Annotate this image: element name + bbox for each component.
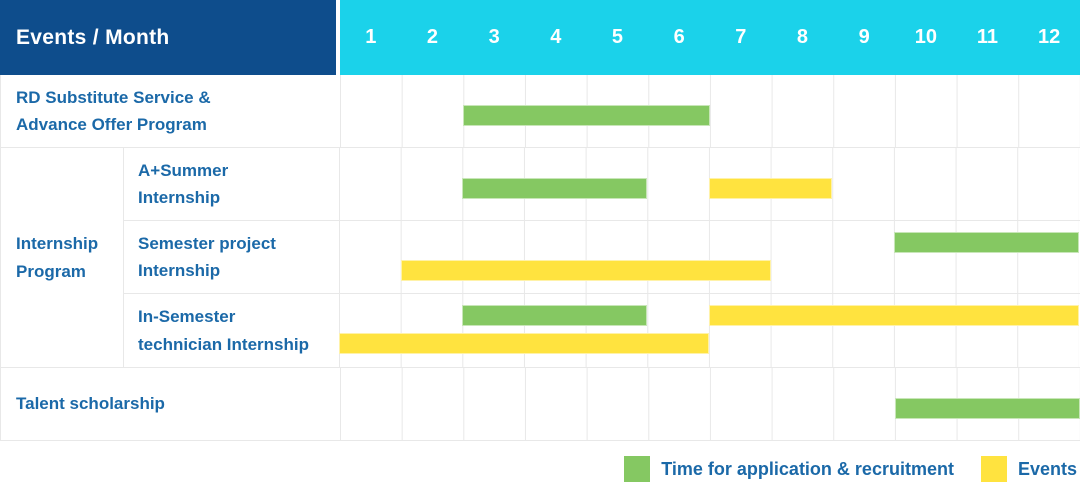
header-divider <box>336 0 340 75</box>
gantt-track <box>340 75 1080 147</box>
month-header-row: 1 2 3 4 5 6 7 8 9 10 11 12 <box>340 0 1080 75</box>
row-label-rd-substitute-service: RD Substitute Service & Advance Offer Pr… <box>16 87 211 134</box>
row-label-talent-scholarship: Talent scholarship <box>16 394 165 414</box>
gantt-track <box>340 368 1080 440</box>
event-legend-swatch <box>980 456 1007 482</box>
application-bar <box>894 232 1079 253</box>
month-header-cell: 9 <box>858 26 870 48</box>
legend: Time for application & recruitment Event… <box>624 456 1077 482</box>
table-body: RD Substitute Service & Advance Offer Pr… <box>0 75 1080 441</box>
month-header-cell: 11 <box>976 26 999 48</box>
event-bar <box>400 260 771 281</box>
legend-item-application: Time for application & recruitment <box>624 456 954 482</box>
month-header-cell: 8 <box>796 26 809 48</box>
legend-label: Time for application & recruitment <box>661 458 954 479</box>
event-bar <box>709 305 1079 326</box>
row-label-in-semester-technician-internship: In-Semester technician Internship <box>138 307 309 354</box>
gantt-track <box>339 294 1079 367</box>
month-header-cell: 7 <box>735 26 747 48</box>
table-row: Talent scholarship <box>1 368 1080 441</box>
group-rows: A+Summer Internship Semester project Int… <box>124 148 1080 367</box>
month-header-cell: 4 <box>550 26 562 48</box>
application-bar <box>895 398 1080 419</box>
table-row: In-Semester technician Internship <box>124 294 1080 367</box>
group-label-internship-program: Internship Program <box>1 148 124 367</box>
month-header-cell: 10 <box>914 26 937 48</box>
internship-program-group: Internship Program A+Summer Internship S… <box>1 148 1080 368</box>
application-bar <box>462 305 648 326</box>
legend-label: Events <box>1017 458 1077 479</box>
table-row: A+Summer Internship <box>124 148 1080 221</box>
table-header: Events / Month 1 2 3 4 5 6 7 8 9 10 11 1… <box>0 0 1080 75</box>
table-row: RD Substitute Service & Advance Offer Pr… <box>1 75 1080 148</box>
gantt-track <box>339 148 1079 220</box>
event-bar <box>709 178 833 199</box>
row-label-a-plus-summer-internship: A+Summer Internship <box>138 160 229 207</box>
legend-item-event: Events <box>980 456 1077 482</box>
month-header-cell: 2 <box>426 26 439 48</box>
application-bar <box>463 105 710 126</box>
event-bar <box>339 333 709 354</box>
month-header-cell: 1 <box>365 26 377 48</box>
gantt-track <box>339 221 1079 293</box>
row-label-semester-project-internship: Semester project Internship <box>138 233 276 280</box>
table-row: Semester project Internship <box>124 221 1080 294</box>
month-header-cell: 3 <box>488 26 500 48</box>
application-bar <box>462 178 648 199</box>
month-header-cell: 12 <box>1038 26 1061 48</box>
month-header-cell: 5 <box>611 26 624 48</box>
month-header-cell: 6 <box>673 26 685 48</box>
events-month-header-cell: Events / Month <box>0 0 336 75</box>
application-legend-swatch <box>624 456 651 482</box>
